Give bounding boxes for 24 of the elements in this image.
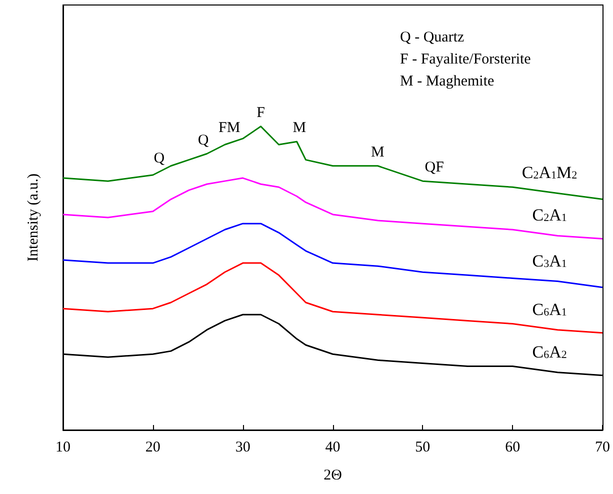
annotation: Q [198,132,209,148]
x-tick-label: 30 [235,440,250,456]
y-axis-title: Intensity (a.u.) [26,174,42,262]
text: Q - Quartz [400,30,464,46]
x-tick-label: 20 [145,440,160,456]
x-tick-label: 50 [415,440,430,456]
series-label: C6A1 [532,300,567,319]
text: M - Maghemite [400,74,494,90]
annotation: FM [218,120,240,136]
series-label: C2A1M2 [522,163,578,182]
annotation: M [292,120,306,136]
series-label: C2A1 [532,206,567,225]
x-axis-title: 2Θ [324,468,342,484]
annotation: Q [154,150,165,166]
x-tick-label: 10 [56,440,70,456]
annotation: QF [424,160,444,176]
x-tick-label: 60 [505,440,520,456]
x-tick-label: 40 [325,440,340,456]
annotation: M [371,144,384,160]
x-tick-label: 70 [595,440,610,456]
text: F - Fayalite/Forsterite [400,52,532,68]
annotation: F [256,104,265,121]
series-label: C6A2 [532,342,567,362]
series-label: C3A1 [532,251,567,270]
